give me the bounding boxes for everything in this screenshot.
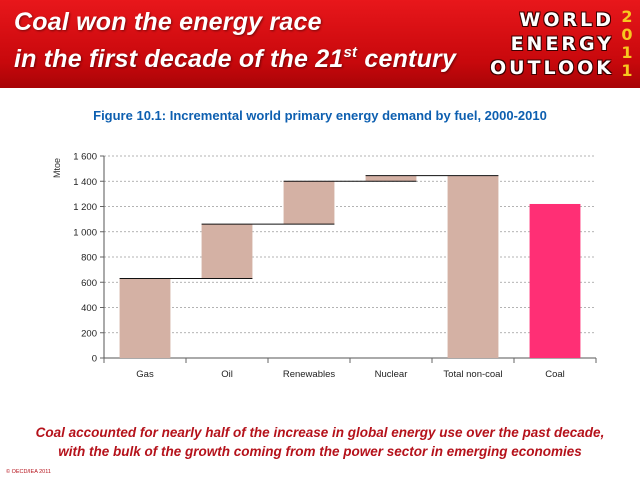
x-category-label: Gas: [136, 369, 154, 380]
bar-oil: [201, 224, 253, 279]
y-tick-label: 200: [81, 328, 97, 339]
y-tick-label: 1 000: [73, 227, 97, 238]
logo-year: 2 0 1 1: [619, 8, 635, 80]
logo-year-digit: 1: [621, 43, 633, 62]
x-category-label: Coal: [545, 369, 565, 380]
bar-gas: [119, 278, 171, 358]
y-tick-label: 1 400: [73, 177, 97, 188]
y-tick-label: 1 600: [73, 152, 97, 163]
figure-title: Figure 10.1: Incremental world primary e…: [93, 108, 547, 123]
slide-title-line2: in the first decade of the 21st century: [14, 44, 456, 74]
weo-logo: WORLD ENERGY OUTLOOK: [490, 8, 614, 80]
bar-coal: [529, 203, 581, 358]
logo-year-digit: 0: [621, 25, 633, 44]
title-line2-suffix: century: [357, 45, 457, 73]
bar-nuclear: [365, 175, 417, 182]
logo-word-outlook: OUTLOOK: [490, 57, 614, 79]
y-tick-label: 800: [81, 253, 97, 264]
logo-year-digit: 2: [621, 7, 633, 26]
title-line2-superscript: st: [343, 44, 358, 61]
y-tick-label: 400: [81, 303, 97, 314]
x-category-label: Renewables: [283, 369, 336, 380]
caption: Coal accounted for nearly half of the in…: [0, 423, 640, 461]
y-axis-label: Mtoe: [52, 158, 62, 178]
slide-title-line1: Coal won the energy race: [14, 8, 322, 36]
title-line2-prefix: in the first decade of the 21: [14, 45, 344, 73]
copyright-footer: © OECD/IEA 2011: [6, 469, 51, 475]
caption-line2: with the bulk of the growth coming from …: [58, 444, 582, 459]
logo-word-energy: ENERGY: [510, 33, 614, 55]
bar-total-non-coal: [447, 175, 499, 358]
logo-year-digit: 1: [621, 61, 633, 80]
y-tick-label: 600: [81, 278, 97, 289]
bar-renewables: [283, 181, 335, 225]
x-category-label: Oil: [221, 369, 233, 380]
caption-line1: Coal accounted for nearly half of the in…: [35, 425, 605, 440]
y-tick-label: 1 200: [73, 202, 97, 213]
x-category-label: Nuclear: [375, 369, 408, 380]
logo-word-world: WORLD: [519, 9, 614, 31]
x-category-label: Total non-coal: [443, 369, 502, 380]
header-banner: Coal won the energy race in the first de…: [0, 0, 640, 88]
y-tick-label: 0: [92, 354, 97, 365]
